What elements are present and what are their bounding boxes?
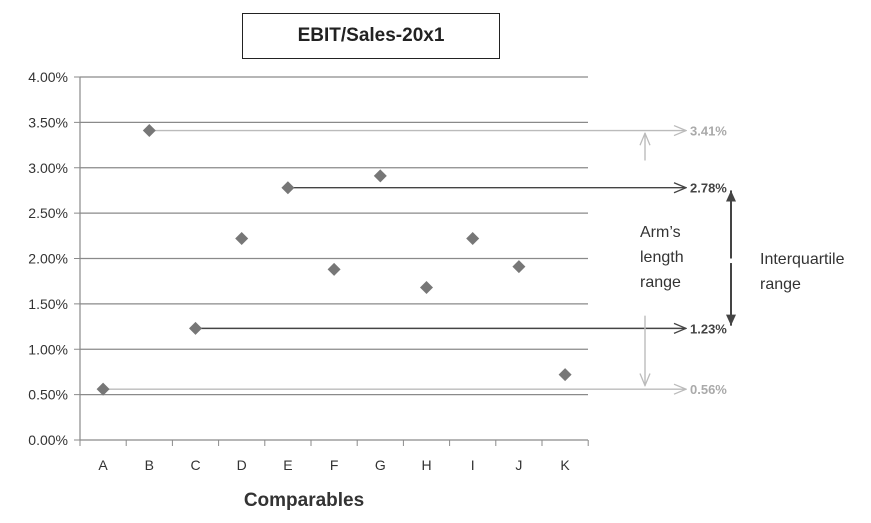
x-tick-label: I: [471, 457, 475, 473]
x-tick-label: F: [330, 457, 339, 473]
x-tick-label: E: [283, 457, 292, 473]
y-tick-label: 0.00%: [28, 432, 68, 448]
x-tick-label: B: [145, 457, 154, 473]
x-tick-label: C: [190, 457, 200, 473]
y-tick-label: 1.00%: [28, 341, 68, 357]
chart-title: EBIT/Sales-20x1: [242, 13, 500, 59]
data-point: [512, 260, 526, 274]
interquartile-label: range: [760, 276, 801, 293]
data-point: [373, 169, 387, 183]
data-point: [142, 124, 156, 138]
data-point: [327, 262, 341, 276]
arms-length-label: Arm’s: [640, 224, 681, 241]
reference-label: 1.23%: [690, 321, 727, 336]
x-tick-label: A: [98, 457, 108, 473]
arms-length-label: length: [640, 249, 684, 266]
data-point: [466, 232, 480, 246]
reference-label: 3.41%: [690, 124, 727, 139]
data-point: [558, 368, 572, 382]
data-point: [281, 181, 295, 195]
y-tick-label: 3.50%: [28, 114, 68, 130]
y-tick-label: 3.00%: [28, 160, 68, 176]
y-tick-label: 2.00%: [28, 251, 68, 267]
y-tick-label: 0.50%: [28, 387, 68, 403]
x-tick-label: H: [421, 457, 431, 473]
arms-length-label: range: [640, 274, 681, 291]
data-point: [189, 321, 202, 335]
data-point: [235, 232, 249, 246]
x-tick-label: G: [375, 457, 386, 473]
x-axis-label: Comparables: [243, 490, 365, 511]
data-point: [420, 281, 433, 295]
reference-label: 2.78%: [690, 181, 727, 196]
data-point: [96, 382, 110, 396]
reference-label: 0.56%: [690, 382, 727, 397]
x-tick-label: D: [237, 457, 247, 473]
y-tick-label: 1.50%: [28, 296, 68, 312]
interquartile-label: Interquartile: [760, 251, 845, 268]
y-tick-label: 2.50%: [28, 205, 68, 221]
x-tick-label: K: [560, 457, 570, 473]
y-tick-label: 4.00%: [28, 69, 68, 85]
x-tick-label: J: [515, 457, 522, 473]
